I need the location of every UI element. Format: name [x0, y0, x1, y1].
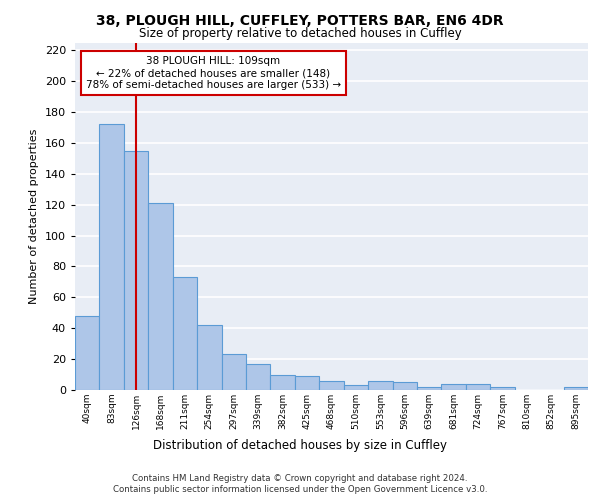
Y-axis label: Number of detached properties: Number of detached properties [29, 128, 39, 304]
Bar [466, 384, 490, 390]
Bar [148, 203, 173, 390]
Bar [221, 354, 246, 390]
Bar [368, 380, 392, 390]
Bar [417, 387, 442, 390]
Bar [246, 364, 271, 390]
Text: Size of property relative to detached houses in Cuffley: Size of property relative to detached ho… [139, 28, 461, 40]
Bar [271, 374, 295, 390]
Text: Distribution of detached houses by size in Cuffley: Distribution of detached houses by size … [153, 440, 447, 452]
Text: 38 PLOUGH HILL: 109sqm
← 22% of detached houses are smaller (148)
78% of semi-de: 38 PLOUGH HILL: 109sqm ← 22% of detached… [86, 56, 341, 90]
Bar [173, 278, 197, 390]
Text: Contains HM Land Registry data © Crown copyright and database right 2024.
Contai: Contains HM Land Registry data © Crown c… [113, 474, 487, 494]
Text: 38, PLOUGH HILL, CUFFLEY, POTTERS BAR, EN6 4DR: 38, PLOUGH HILL, CUFFLEY, POTTERS BAR, E… [96, 14, 504, 28]
Bar [75, 316, 100, 390]
Bar [100, 124, 124, 390]
Bar [563, 387, 588, 390]
Bar [197, 325, 221, 390]
Bar [442, 384, 466, 390]
Bar [319, 380, 344, 390]
Bar [124, 150, 148, 390]
Bar [295, 376, 319, 390]
Bar [490, 387, 515, 390]
Bar [344, 386, 368, 390]
Bar [392, 382, 417, 390]
